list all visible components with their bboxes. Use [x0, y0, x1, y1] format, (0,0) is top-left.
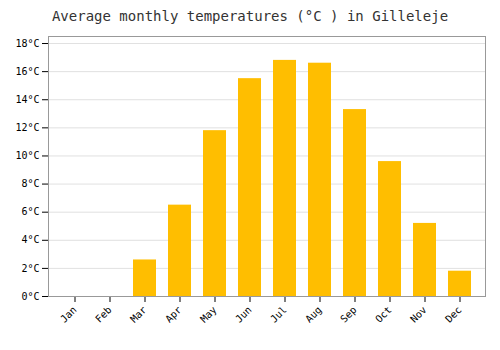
- svg-text:Feb: Feb: [93, 304, 114, 325]
- svg-text:16°C: 16°C: [15, 66, 39, 77]
- svg-text:May: May: [198, 304, 219, 325]
- svg-text:8°C: 8°C: [21, 178, 39, 189]
- html-text:Average monthly temperatures (: Average monthly temperatures (°C ) in Gi…: [51, 8, 449, 24]
- svg-text:2°C: 2°C: [21, 263, 39, 274]
- svg-text:Jan: Jan: [58, 304, 79, 325]
- svg-text:14°C: 14°C: [15, 94, 39, 105]
- svg-text:Jun: Jun: [233, 304, 254, 325]
- svg-text:Jul: Jul: [268, 304, 289, 325]
- svg-text:6°C: 6°C: [21, 206, 39, 217]
- svg-text:12°C: 12°C: [15, 122, 39, 133]
- svg-text:0°C: 0°C: [21, 291, 39, 302]
- svg-text:Oct: Oct: [373, 304, 394, 325]
- svg-text:18°C: 18°C: [15, 38, 39, 49]
- svg-text:Dec: Dec: [443, 304, 464, 325]
- svg-text:Mar: Mar: [128, 304, 149, 325]
- svg-text:Apr: Apr: [163, 304, 184, 325]
- svg-text:10°C: 10°C: [15, 150, 39, 161]
- svg-text:4°C: 4°C: [21, 234, 39, 245]
- svg-text:Aug: Aug: [303, 304, 324, 325]
- svg-text:Sep: Sep: [338, 304, 359, 325]
- svg-text:Nov: Nov: [408, 304, 429, 325]
